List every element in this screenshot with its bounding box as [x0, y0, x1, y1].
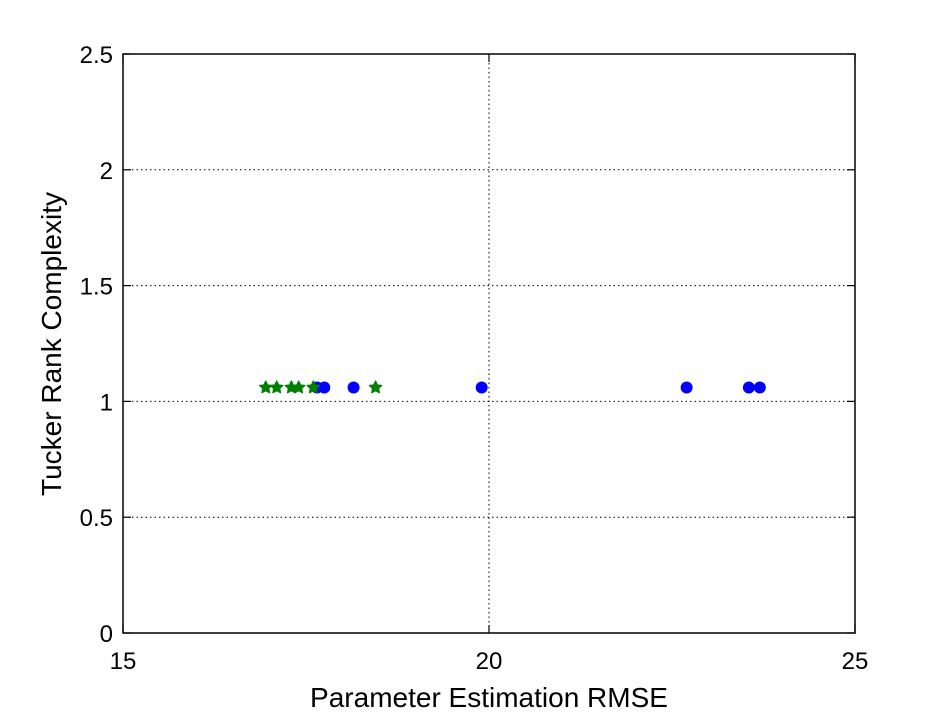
y-tick-label: 0.5 — [80, 505, 113, 532]
data-point-star — [269, 380, 284, 394]
y-axis-label: Tucker Rank Complexity — [36, 192, 67, 496]
y-tick-label: 2.5 — [80, 42, 113, 69]
data-point-circle — [742, 381, 755, 394]
y-tick-label: 0 — [100, 621, 113, 648]
x-tick-label: 25 — [842, 648, 869, 675]
data-point-star — [291, 380, 306, 394]
data-point-star — [306, 380, 321, 394]
y-tick-label: 1 — [100, 389, 113, 416]
y-tick-label: 1.5 — [80, 274, 113, 301]
grid-lines — [123, 54, 855, 633]
x-tick-label: 20 — [476, 648, 503, 675]
data-point-circle — [475, 381, 488, 394]
x-axis-label: Parameter Estimation RMSE — [310, 682, 668, 713]
x-tick-label: 15 — [110, 648, 137, 675]
data-point-star — [368, 380, 383, 394]
data-point-circle — [347, 381, 360, 394]
data-point-circle — [753, 381, 766, 394]
axis-ticks: 15 20 25 0 0.5 1 1.5 2 2.5 — [80, 42, 869, 675]
data-points — [258, 380, 766, 394]
y-tick-label: 2 — [100, 158, 113, 185]
data-point-circle — [680, 381, 693, 394]
data-point-circle — [318, 381, 331, 394]
